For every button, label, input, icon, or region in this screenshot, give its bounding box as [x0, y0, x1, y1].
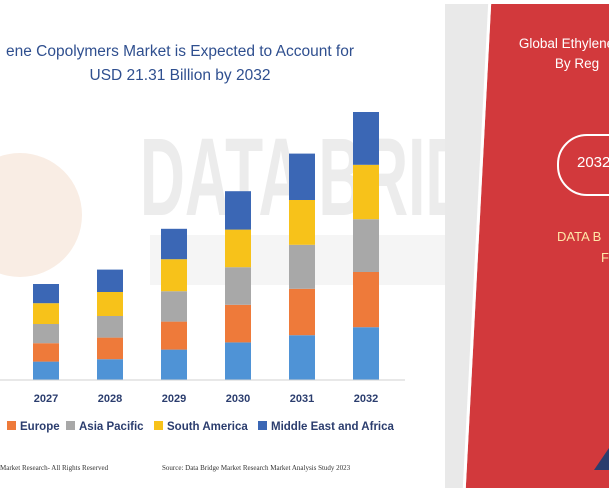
bar-segment-2028-4 [97, 292, 123, 316]
bar-segment-2027-2 [33, 343, 59, 362]
x-ticks-group: 2027 2028 2029 2030 2031 2032 [34, 393, 378, 405]
corner-logo-mark [594, 448, 609, 470]
bar-segment-2031-5 [289, 153, 315, 200]
bar-segment-2030-1 [225, 342, 251, 380]
watermark-circle [0, 153, 82, 277]
bar-segment-2029-3 [161, 291, 187, 322]
bar-segment-2027-1 [33, 361, 59, 380]
bar-segment-2028-2 [97, 337, 123, 360]
bar-segment-2028-1 [97, 359, 123, 380]
x-tick-label: 2031 [290, 393, 314, 405]
bar-segment-2031-2 [289, 288, 315, 336]
bar-segment-2032-1 [353, 327, 379, 380]
x-tick-label: 2032 [354, 393, 378, 405]
bar-segment-2031-4 [289, 200, 315, 245]
x-tick-label: 2027 [34, 393, 58, 405]
bars-group [33, 112, 379, 380]
legend-label: Europe [20, 421, 60, 433]
bar-segment-2032-5 [353, 112, 379, 165]
panel-title: Global Ethylene Co By Reg [477, 34, 609, 74]
chart-title-line-1: ene Copolymers Market is Expected to Acc… [5, 43, 355, 60]
bar-segment-2030-2 [225, 304, 251, 343]
legend-swatch [154, 421, 163, 430]
bar-segment-2029-1 [161, 349, 187, 380]
bar-segment-2029-2 [161, 321, 187, 350]
bar-segment-2027-3 [33, 324, 59, 344]
legend-swatch [7, 421, 16, 430]
bar-segment-2030-4 [225, 229, 251, 268]
bar-segment-2030-5 [225, 191, 251, 230]
legend: Europe Asia Pacific South America Middle Ea… [7, 421, 395, 433]
bar-segment-2027-5 [33, 284, 59, 304]
legend-label: Middle East and Africa [271, 421, 395, 433]
x-tick-label: 2028 [98, 393, 122, 405]
bar-segment-2028-5 [97, 269, 123, 292]
bar-segment-2027-4 [33, 303, 59, 324]
legend-label: South America [167, 421, 248, 433]
year-badge: 2032 [557, 134, 609, 196]
legend-swatch [66, 421, 75, 430]
bar-segment-2032-3 [353, 219, 379, 272]
panel-title-line-1: Global Ethylene Co [518, 36, 609, 51]
bar-segment-2031-3 [289, 244, 315, 289]
x-tick-label: 2030 [226, 393, 250, 405]
region-panel: Global Ethylene Co By Reg 2032 DATA B F [445, 4, 609, 488]
legend-label: Asia Pacific [79, 421, 144, 433]
legend-swatch [258, 421, 267, 430]
bar-segment-2029-4 [161, 259, 187, 292]
panel-note-line-1: DATA B [557, 229, 602, 244]
year-badge-label: 2032 [577, 154, 609, 171]
bar-segment-2032-2 [353, 272, 379, 328]
bar-segment-2030-3 [225, 267, 251, 305]
footer-copyright: Market Research- All Rights Reserved [0, 464, 109, 472]
footer-source: Source: Data Bridge Market Research Mark… [162, 464, 351, 472]
panel-note-line-2: F [601, 250, 609, 265]
bar-segment-2029-5 [161, 228, 187, 260]
bar-segment-2032-4 [353, 164, 379, 220]
x-tick-label: 2029 [162, 393, 186, 405]
bar-segment-2028-3 [97, 316, 123, 338]
panel-title-line-2: By Reg [554, 56, 600, 71]
chart-title: ene Copolymers Market is Expected to Acc… [0, 40, 390, 88]
panel-note: DATA B F [557, 226, 609, 268]
bar-segment-2031-1 [289, 335, 315, 380]
chart-title-line-2: USD 21.31 Billion by 2032 [89, 67, 271, 84]
